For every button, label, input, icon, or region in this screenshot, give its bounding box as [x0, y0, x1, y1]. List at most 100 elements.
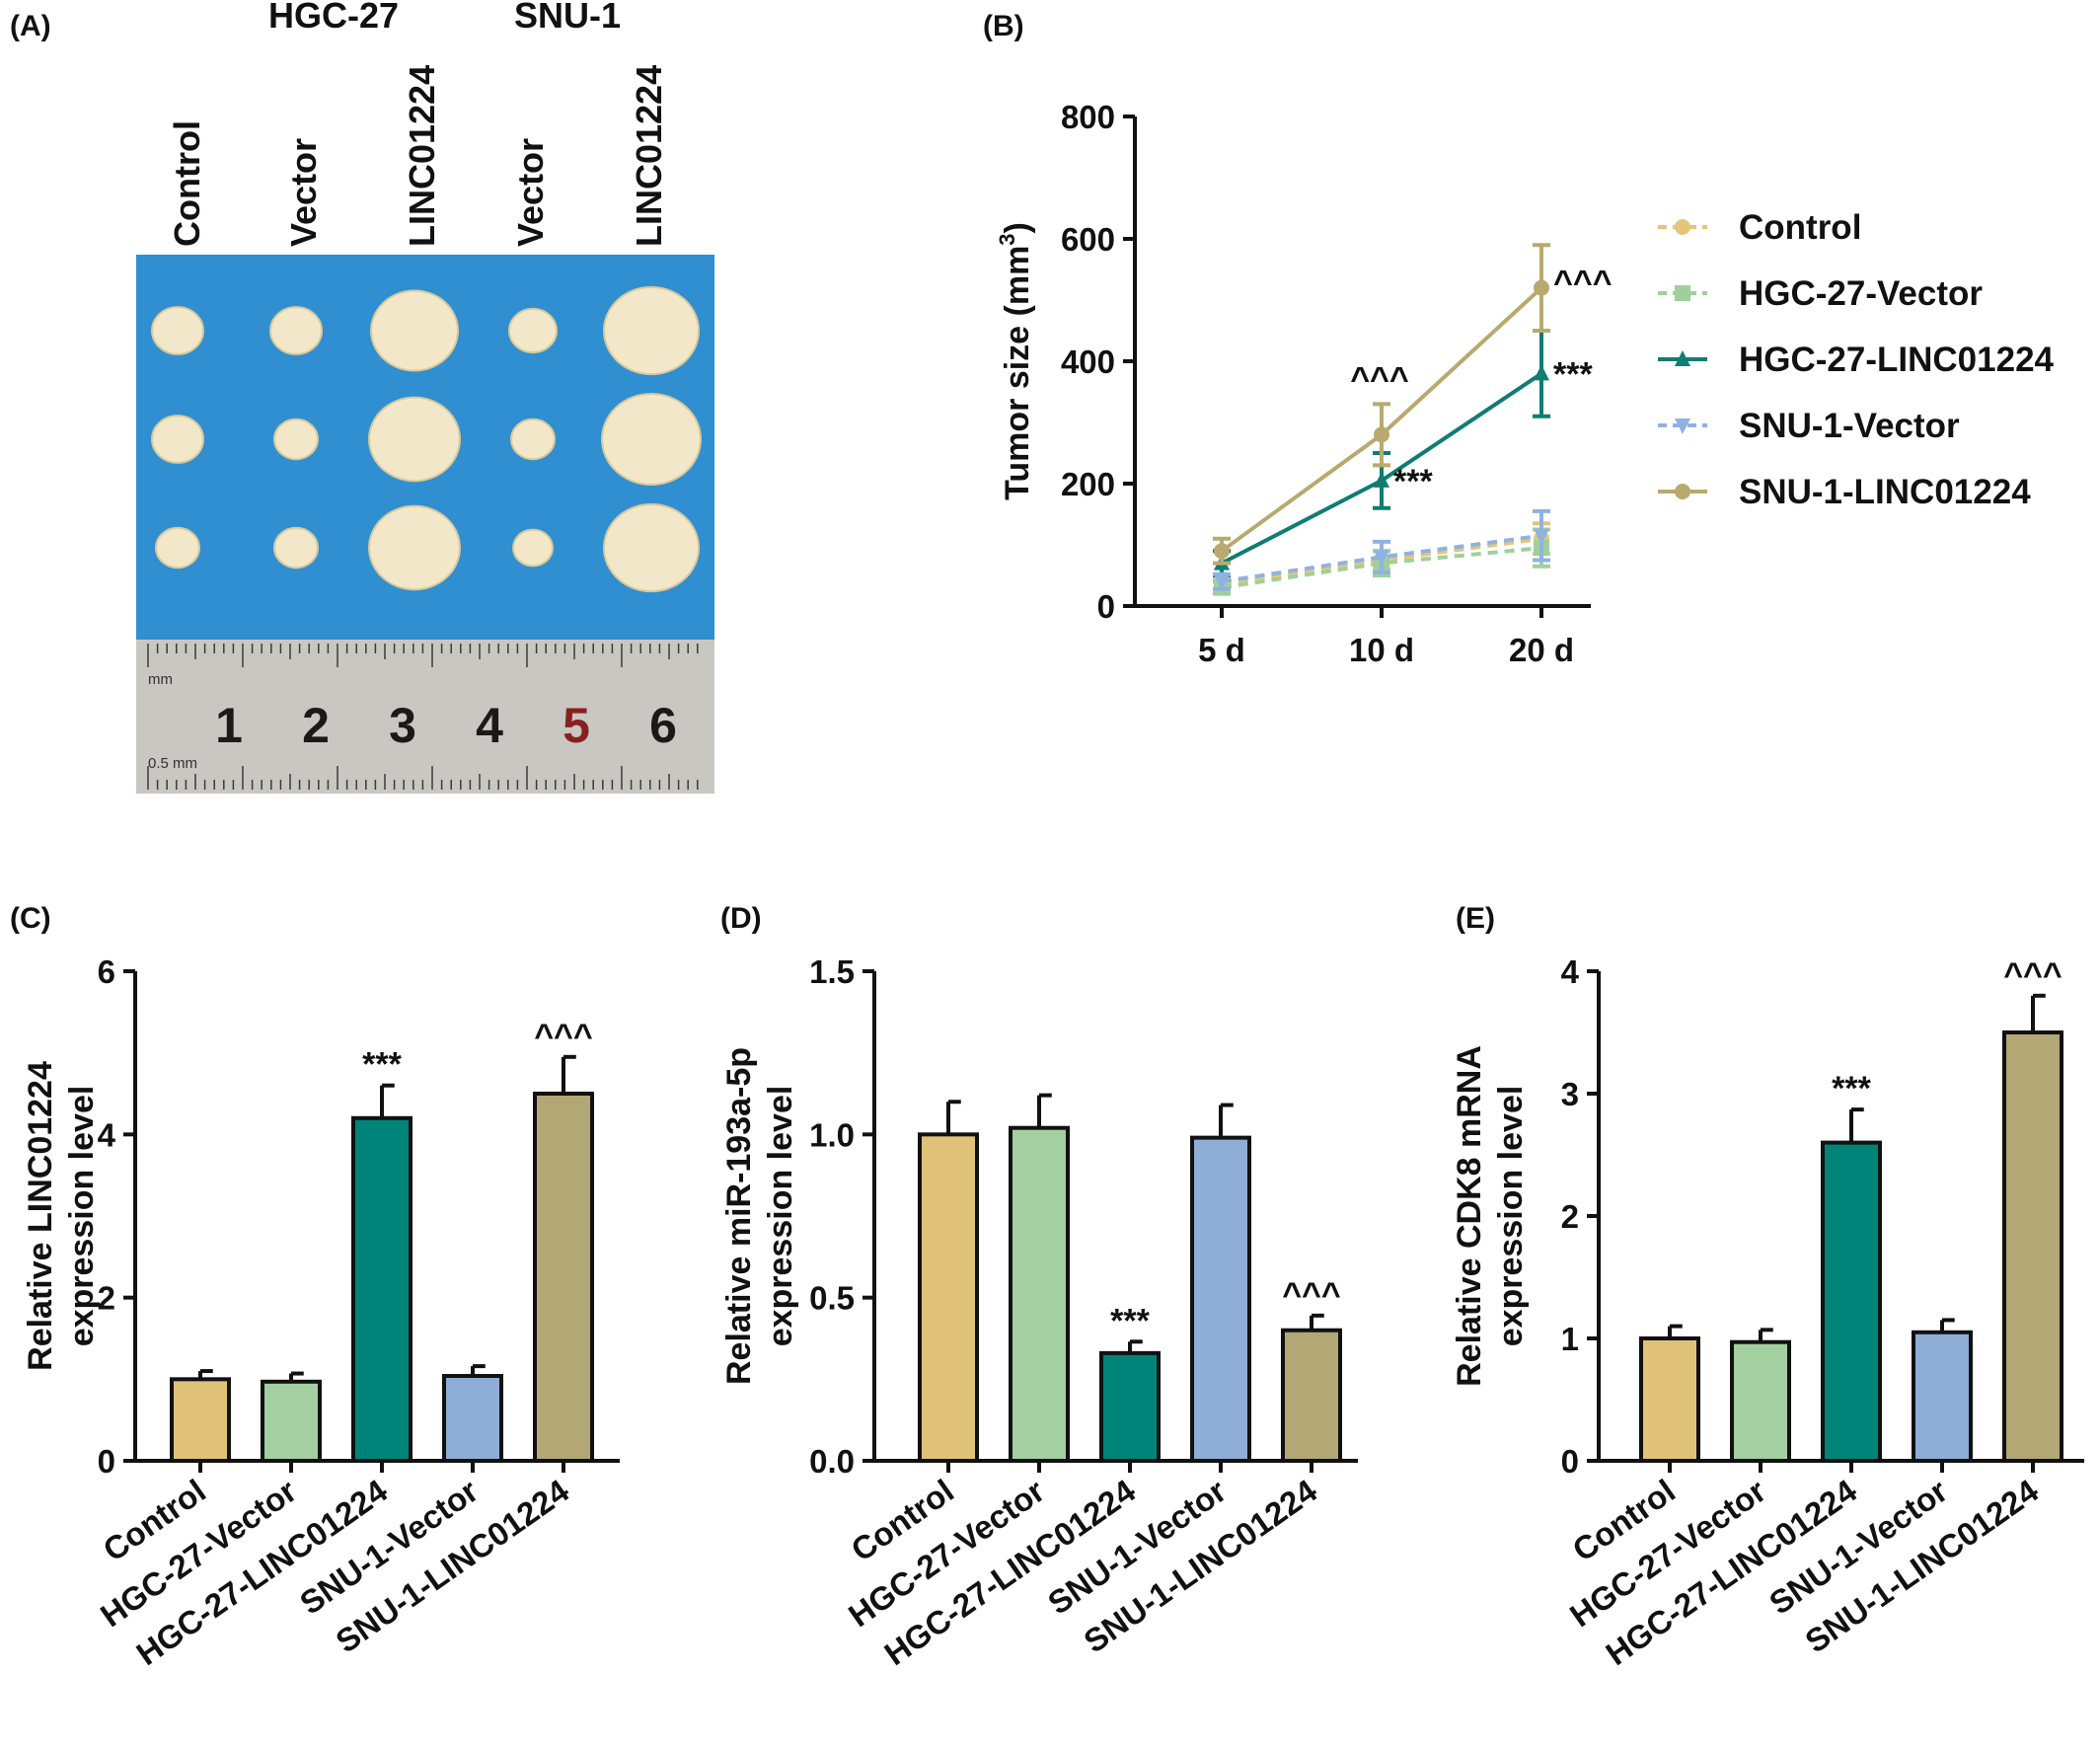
tumor-7	[273, 418, 319, 461]
ruler-number-5: 5	[562, 698, 590, 753]
tumors	[151, 285, 702, 593]
legend-item-snu-1-vector: SNU-1-Vector	[1658, 407, 1960, 445]
bar-rect	[170, 1377, 231, 1464]
y-axis-title: Relative LINC01224 expression level	[22, 1061, 101, 1371]
data-point	[1214, 543, 1230, 560]
significance-mark: ^^^	[1553, 265, 1612, 302]
mir193a-bar-chart: 0.0 0.5 1.0 1.5 Relative miR-193a-5p expressi…	[720, 953, 1358, 1672]
panel-label-b: (B)	[983, 10, 1024, 42]
bar-control	[1639, 1324, 1700, 1463]
y-tick-label: 0	[1097, 588, 1115, 625]
tumor-4	[508, 307, 558, 354]
bar-rect	[1099, 1350, 1161, 1464]
bar-rect	[2002, 1030, 2063, 1463]
legend-label: SNU-1-LINC01224	[1739, 473, 2031, 511]
legend-item-snu-1-linc01224: SNU-1-LINC01224	[1658, 473, 2031, 511]
y-tick-label: 2	[98, 1280, 115, 1317]
bar-snu-1-vector	[1190, 1103, 1251, 1463]
ruler	[136, 640, 714, 794]
column-label-hgc27-vector: Vector	[283, 138, 324, 247]
data-point	[1534, 279, 1549, 296]
column-label-snu1-linc01224: LINC01224	[629, 65, 669, 247]
bar-rect	[1912, 1330, 1973, 1464]
y-tick-label: 0.5	[809, 1280, 855, 1317]
tumor-1	[151, 306, 204, 355]
x-tick-label: 5 d	[1198, 632, 1245, 668]
tumor-15	[603, 502, 700, 593]
bar-rect	[261, 1379, 322, 1464]
ruler-unit-top: mm	[148, 671, 173, 688]
data-point	[1534, 528, 1549, 545]
bar-hgc-27-vector	[261, 1371, 322, 1464]
data-point	[1374, 426, 1389, 443]
tumor-2	[269, 306, 323, 355]
y-tick-label: 1.5	[809, 953, 855, 990]
significance-mark: ^^^	[1282, 1276, 1341, 1314]
tumor-3	[370, 289, 459, 372]
data-point	[1374, 550, 1389, 567]
legend-item-hgc-27-linc01224: HGC-27-LINC01224	[1658, 341, 2055, 379]
tumor-photo-panel: HGC-27 SNU-1 Control Vector LINC01224 Ve…	[136, 0, 714, 794]
legend-marker	[1675, 285, 1690, 301]
series-line	[1221, 546, 1542, 590]
bar-rect	[1009, 1125, 1070, 1463]
y-tick-label: 1	[1561, 1321, 1579, 1357]
column-label-hgc27-linc01224: LINC01224	[402, 65, 442, 247]
group-label-snu1: SNU-1	[514, 0, 621, 36]
y-tick-label: 600	[1061, 221, 1115, 258]
y-axis-title: Relative miR-193a-5p expression level	[720, 1047, 799, 1385]
tumor-13	[368, 504, 461, 591]
legend-marker	[1675, 484, 1690, 499]
y-tick-label: 1.0	[809, 1116, 855, 1153]
significance-mark: ^^^	[534, 1018, 593, 1055]
tumor-10	[601, 393, 702, 486]
y-axis-title: Relative CDK8 mRNA expression level	[1451, 1045, 1530, 1387]
tumor-5	[603, 285, 700, 376]
ruler-unit-bottom: 0.5 mm	[148, 755, 197, 772]
bar-hgc-27-vector	[1009, 1093, 1070, 1463]
tumor-11	[155, 526, 200, 570]
bar-hgc-27-vector	[1730, 1328, 1791, 1463]
bar-hgc-27-linc01224	[1821, 1107, 1882, 1463]
ruler-ticks	[147, 644, 699, 790]
panel-label-e: (E)	[1456, 902, 1495, 935]
bar-rect	[351, 1115, 412, 1464]
legend-label: HGC-27-Vector	[1739, 274, 1983, 313]
bar-hgc-27-linc01224	[351, 1083, 412, 1464]
y-tick-label: 0.0	[809, 1443, 855, 1480]
data-point	[1534, 364, 1549, 381]
series-line	[1221, 536, 1542, 587]
bar-rect	[918, 1132, 979, 1464]
column-label-control: Control	[167, 120, 207, 247]
tumor-12	[273, 526, 319, 570]
bar-snu-1-vector	[1912, 1318, 1973, 1464]
y-tick-label: 4	[1561, 953, 1580, 990]
significance-mark: ***	[362, 1046, 402, 1084]
legend-marker	[1675, 350, 1690, 366]
group-label-hgc27: HGC-27	[268, 0, 399, 36]
bar-rect	[1639, 1336, 1700, 1463]
bar-snu-1-linc01224	[1281, 1313, 1342, 1463]
bar-control	[170, 1369, 231, 1464]
legend-label: SNU-1-Vector	[1739, 407, 1960, 445]
column-label-snu1-vector: Vector	[510, 138, 551, 247]
bar-rect	[1190, 1135, 1251, 1463]
bar-snu-1-linc01224	[533, 1054, 594, 1463]
legend-label: HGC-27-LINC01224	[1739, 341, 2055, 379]
y-tick-label: 0	[98, 1443, 115, 1480]
y-tick-label: 800	[1061, 99, 1115, 135]
data-point	[1214, 574, 1230, 591]
legend-item-control: Control	[1658, 208, 1861, 247]
bar-snu-1-vector	[442, 1364, 503, 1463]
tumor-size-line-chart: 0 200 400 600 800 5 d 10 d 20 d Tumor size (mm3)…	[995, 99, 2055, 668]
series-hgc-27-linc01224	[1213, 329, 1550, 577]
legend: Control HGC-27-Vector HGC-27-LINC01224 SNU-…	[1658, 208, 2055, 511]
bar-control	[918, 1100, 979, 1464]
y-tick-label: 6	[98, 953, 115, 990]
ruler-number-4: 4	[476, 698, 503, 753]
panel-label-c: (C)	[10, 902, 51, 935]
legend-label: Control	[1739, 208, 1861, 247]
